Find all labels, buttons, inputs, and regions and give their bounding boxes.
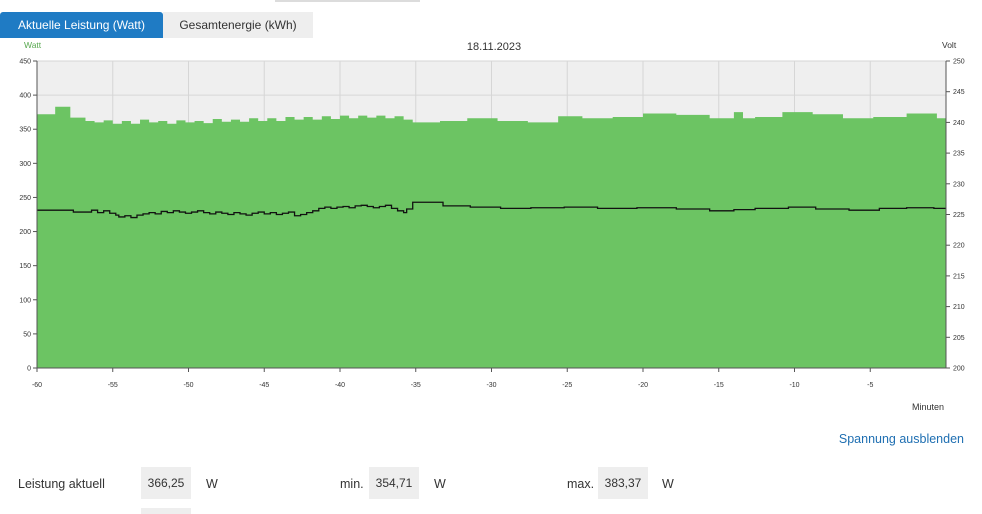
x-tick-label: -60 (32, 382, 42, 389)
voltage-line-series (37, 201, 946, 219)
right-tick-label: 220 (953, 243, 965, 250)
min-power-unit: W (434, 477, 446, 491)
right-axis-label: Volt (942, 40, 957, 50)
tab-current-power[interactable]: Aktuelle Leistung (Watt) (0, 12, 163, 38)
left-tick-label: 50 (23, 331, 31, 338)
x-tick-label: -25 (562, 382, 572, 389)
x-tick-label: -20 (638, 382, 648, 389)
x-axis-label: Minuten (912, 402, 944, 412)
left-tick-label: 450 (19, 59, 31, 66)
left-tick-label: 300 (19, 161, 31, 168)
min-power-label: min. (340, 477, 364, 491)
toggle-voltage-link[interactable]: Spannung ausblenden (838, 432, 964, 446)
right-tick-label: 210 (953, 304, 965, 311)
left-tick-label: 100 (19, 297, 31, 304)
tab-total-energy[interactable]: Gesamtenergie (kWh) (163, 12, 313, 38)
next-row-value (141, 508, 191, 514)
right-tick-label: 245 (953, 89, 965, 96)
max-power-label: max. (567, 477, 595, 491)
power-voltage-chart: 18.11.2023 Watt Volt Minuten 0 50 100 150 20… (19, 40, 965, 412)
max-power-value: 383,37 (598, 467, 648, 499)
x-tick-label: -30 (486, 382, 496, 389)
right-tick-label: 205 (953, 335, 965, 342)
current-power-unit: W (206, 477, 218, 491)
x-tick-label: -5 (867, 382, 873, 389)
left-tick-label: 400 (19, 93, 31, 100)
left-tick-label: 150 (19, 263, 31, 270)
x-tick-label: -45 (259, 382, 269, 389)
right-tick-label: 215 (953, 273, 965, 280)
right-tick-label: 250 (953, 59, 965, 66)
current-power-label: Leistung aktuell (18, 477, 105, 491)
right-tick-label: 235 (953, 151, 965, 158)
x-tick-label: -50 (183, 382, 193, 389)
x-tick-label: -40 (335, 382, 345, 389)
x-tick-label: -55 (108, 382, 118, 389)
max-power-unit: W (662, 477, 674, 491)
current-power-value: 366,25 (141, 467, 191, 499)
right-tick-label: 225 (953, 212, 965, 219)
left-tick-label: 0 (27, 366, 31, 373)
x-tick-label: -15 (714, 382, 724, 389)
right-tick-label: 240 (953, 120, 965, 127)
left-tick-label: 250 (19, 195, 31, 202)
x-tick-label: -10 (789, 382, 799, 389)
left-tick-label: 200 (19, 229, 31, 236)
min-power-value: 354,71 (369, 467, 419, 499)
left-axis-label: Watt (24, 40, 42, 50)
x-tick-label: -35 (411, 382, 421, 389)
right-tick-label: 230 (953, 181, 965, 188)
stats-row: Leistung aktuell 366,25 W min. 354,71 W … (0, 467, 982, 501)
left-tick-label: 350 (19, 127, 31, 134)
power-area-series (37, 106, 946, 368)
chart-title: 18.11.2023 (467, 41, 521, 53)
right-tick-label: 200 (953, 366, 965, 373)
chart-tabs: Aktuelle Leistung (Watt) Gesamtenergie (… (0, 12, 313, 38)
